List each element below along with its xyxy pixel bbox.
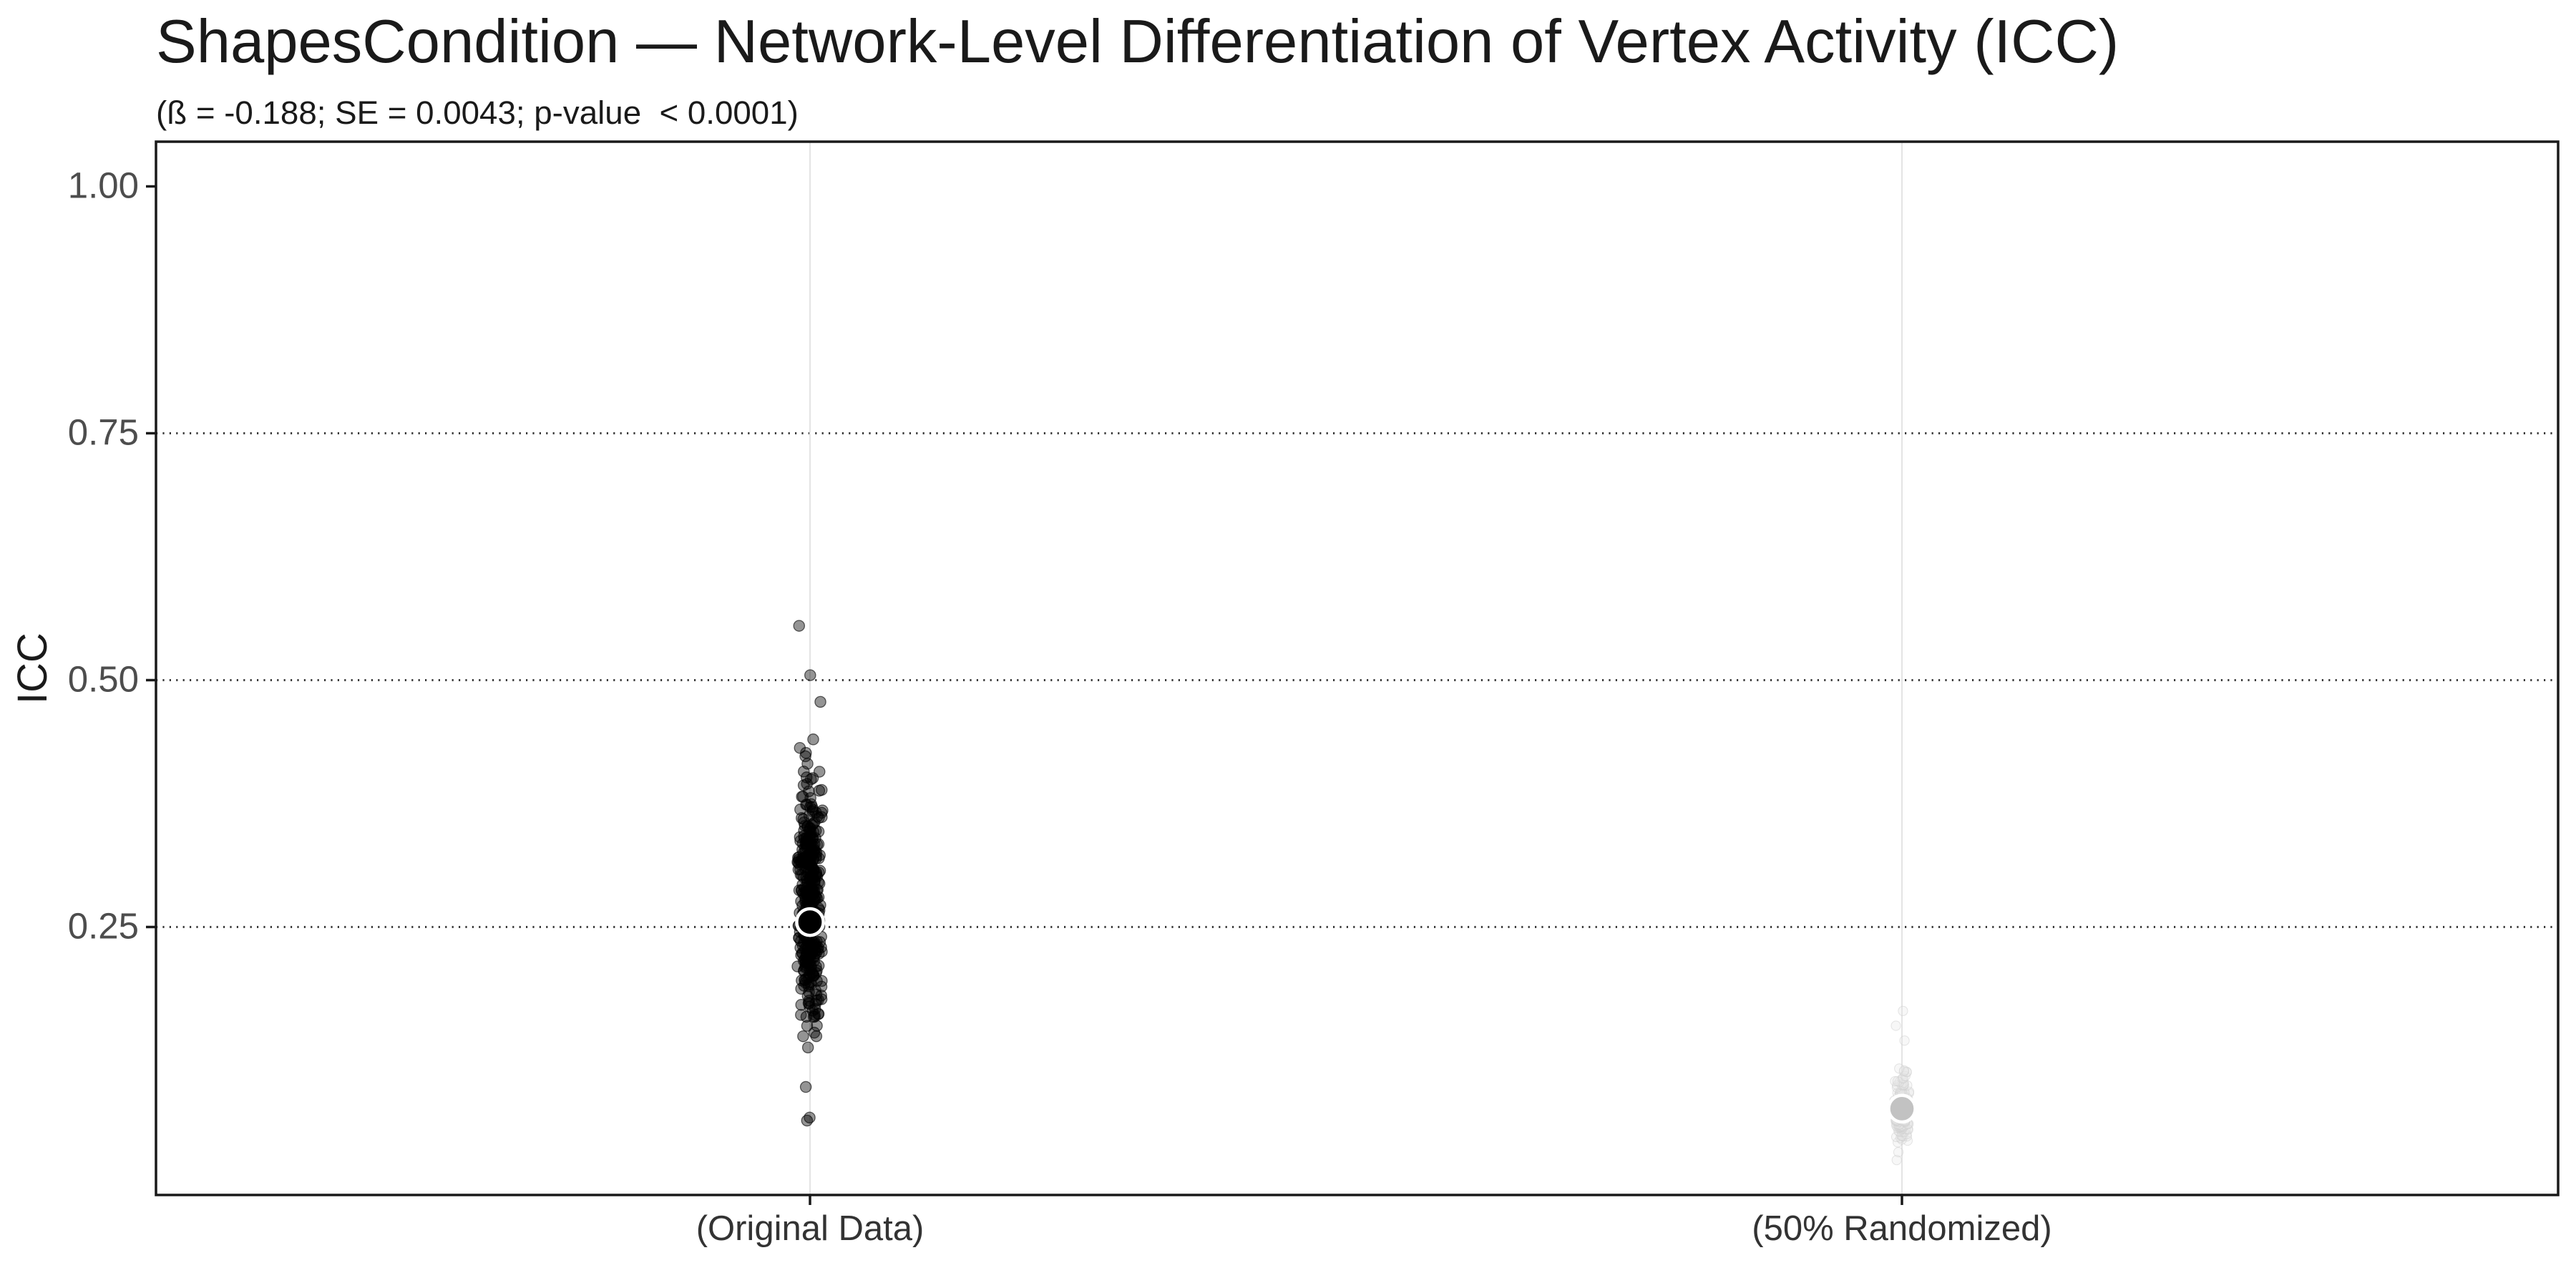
svg-text:0.50: 0.50 bbox=[68, 659, 139, 700]
svg-text:0.25: 0.25 bbox=[68, 906, 139, 947]
svg-text:ICC: ICC bbox=[9, 633, 56, 704]
svg-text:(50% Randomized): (50% Randomized) bbox=[1752, 1209, 2051, 1248]
svg-text:0.75: 0.75 bbox=[68, 412, 139, 453]
svg-text:1.00: 1.00 bbox=[68, 165, 139, 206]
svg-text:(Original Data): (Original Data) bbox=[696, 1209, 924, 1248]
